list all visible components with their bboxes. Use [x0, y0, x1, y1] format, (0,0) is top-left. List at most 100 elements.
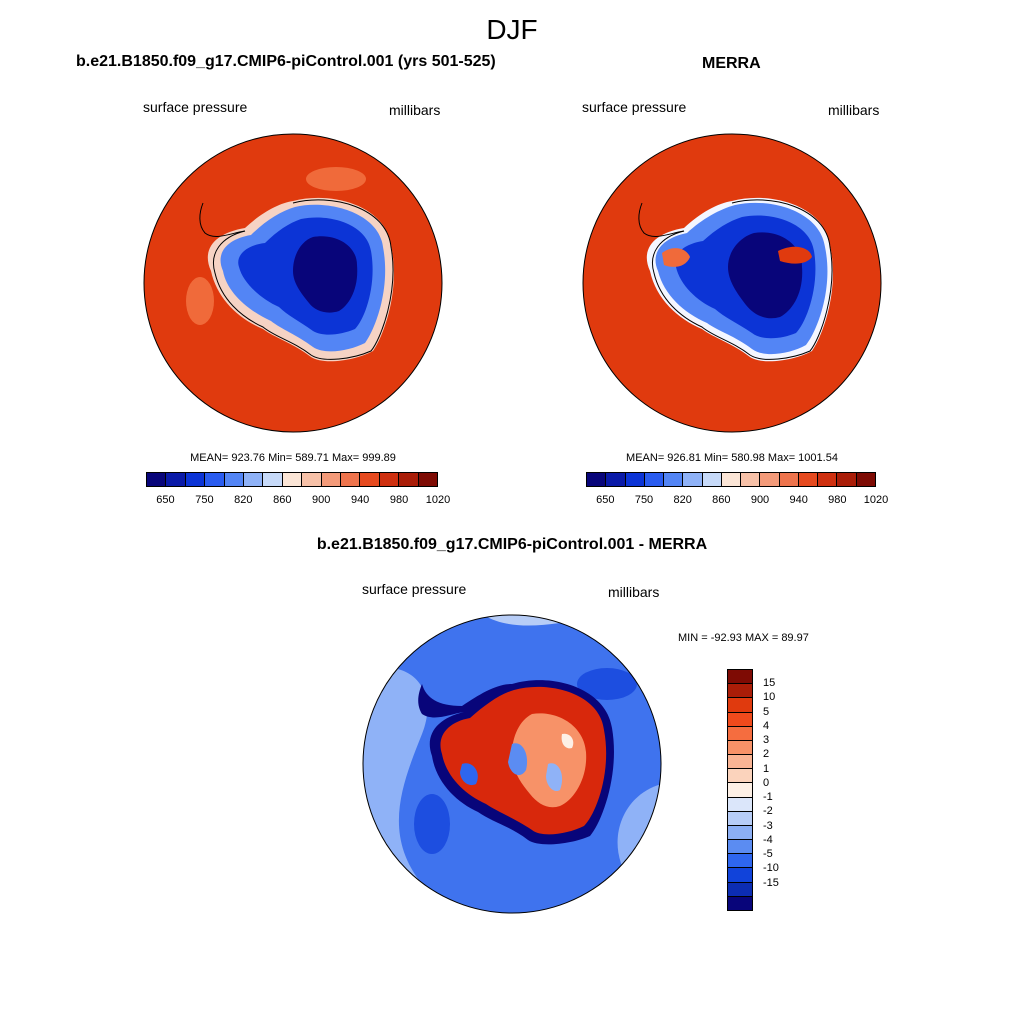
colorbar-box [185, 473, 206, 486]
colorbar-tick-label: 15 [763, 677, 776, 690]
colorbar-tick-label: 0 [763, 776, 770, 789]
colorbar-box [205, 473, 225, 486]
colorbar-box [728, 854, 752, 869]
left-map-ice-core [293, 236, 358, 313]
colorbar-box [728, 740, 752, 756]
left-map-peninsula [199, 202, 246, 237]
diff-map-land-white-speckle [561, 733, 574, 749]
right-map [582, 133, 882, 433]
colorbar-box [166, 473, 186, 486]
colorbar-box [728, 684, 752, 699]
colorbar-box [728, 882, 752, 897]
colorbar-tick-label: 820 [673, 494, 692, 506]
left-panel-units-label: millibars [389, 102, 441, 118]
colorbar-tick-label: 650 [596, 494, 615, 506]
colorbar-box [728, 726, 752, 741]
colorbar-tick-label: 750 [634, 494, 654, 506]
left-colorbar [146, 472, 438, 487]
right-panel-units-label: millibars [828, 102, 880, 118]
colorbar-tick-label: 860 [273, 494, 292, 506]
colorbar-tick-label: 940 [350, 494, 370, 506]
right-panel-variable-label: surface pressure [582, 99, 687, 115]
colorbar-box [856, 473, 875, 486]
colorbar-box [644, 473, 665, 486]
colorbar-tick-label: -10 [763, 862, 779, 875]
colorbar-box [728, 825, 752, 841]
diff-map-land-blue-streak [460, 763, 478, 786]
right-colorbar [586, 472, 876, 487]
colorbar-box [321, 473, 342, 486]
left-map-ocean-patch [186, 277, 214, 325]
colorbar-box [760, 473, 780, 486]
colorbar-tick-label: 650 [156, 494, 175, 506]
main-title: DJF [486, 14, 538, 45]
colorbar-box [625, 473, 645, 486]
colorbar-box [779, 473, 799, 486]
colorbar-box [728, 797, 752, 812]
colorbar-tick-label: -4 [763, 833, 773, 846]
colorbar-box [728, 811, 752, 826]
colorbar-box [379, 473, 400, 486]
colorbar-box [263, 473, 283, 486]
colorbar-box [664, 473, 684, 486]
colorbar-tick-label: -3 [763, 819, 773, 832]
colorbar-tick-label: 980 [389, 494, 409, 506]
colorbar-box [147, 473, 167, 486]
left-panel-title: b.e21.B1850.f09_g17.CMIP6-piControl.001 … [76, 53, 496, 70]
colorbar-box [837, 473, 857, 486]
colorbar-tick-label: -1 [763, 791, 773, 804]
diff-panel-units-label: millibars [608, 584, 660, 600]
colorbar-box [341, 473, 361, 486]
colorbar-box [728, 868, 752, 883]
colorbar-box [728, 769, 752, 784]
colorbar-tick-label: -15 [763, 876, 779, 889]
right-panel-stats: MEAN= 926.81 Min= 580.98 Max= 1001.54 [626, 452, 838, 464]
diff-map-land-blue-streak [546, 763, 563, 792]
diff-map-land-blue-streak [508, 743, 528, 776]
diff-map-ocean-dark-patch [414, 794, 450, 854]
colorbar-tick-label: 900 [750, 494, 770, 506]
colorbar-box [728, 712, 752, 727]
colorbar-box [818, 473, 838, 486]
colorbar-box [728, 698, 752, 713]
left-map-ocean-patch [306, 167, 366, 191]
colorbar-box [702, 473, 722, 486]
colorbar-box [587, 473, 607, 486]
colorbar-tick-label: 5 [763, 705, 770, 718]
colorbar-tick-label: 4 [763, 719, 770, 732]
colorbar-tick-label: 2 [763, 748, 770, 761]
colorbar-box [606, 473, 626, 486]
diff-map-ocean-dark-patch [577, 668, 637, 700]
left-colorbar-ticks: 650 750 820 860 900 940 980 1020 [146, 494, 450, 508]
colorbar-box [224, 473, 245, 486]
diff-panel-title: b.e21.B1850.f09_g17.CMIP6-piControl.001 … [316, 536, 708, 553]
colorbar-box [798, 473, 819, 486]
colorbar-box [360, 473, 380, 486]
colorbar-box [721, 473, 742, 486]
left-panel-variable-label: surface pressure [143, 99, 248, 115]
colorbar-box [244, 473, 264, 486]
colorbar-tick-label: 10 [763, 691, 776, 704]
colorbar-box [302, 473, 322, 486]
colorbar-tick-label: 1020 [425, 494, 451, 506]
colorbar-box [741, 473, 761, 486]
colorbar-tick-label: 860 [712, 494, 731, 506]
colorbar-box [683, 473, 703, 486]
right-panel-title: MERRA [702, 55, 761, 72]
left-map [143, 133, 443, 433]
diff-colorbar-ticks: 15 10 5 4 3 2 1 0 -1 -2 -3 -4 -5 -10 -15 [727, 669, 807, 911]
colorbar-box [728, 670, 752, 685]
right-map-ice-notch [778, 246, 812, 264]
right-colorbar-ticks: 650 750 820 860 900 940 980 1020 [586, 494, 888, 508]
colorbar-box [418, 473, 438, 486]
left-map-coastline [213, 199, 394, 360]
right-map-peninsula [638, 202, 685, 237]
colorbar-tick-label: 900 [312, 494, 331, 506]
colorbar-tick-label: 750 [195, 494, 214, 506]
colorbar-tick-label: 980 [828, 494, 847, 506]
right-map-peninsula-warm [662, 248, 690, 267]
colorbar-box [728, 840, 752, 855]
colorbar-box [282, 473, 303, 486]
colorbar-tick-label: -2 [763, 805, 773, 818]
colorbar-tick-label: 1 [763, 762, 770, 775]
